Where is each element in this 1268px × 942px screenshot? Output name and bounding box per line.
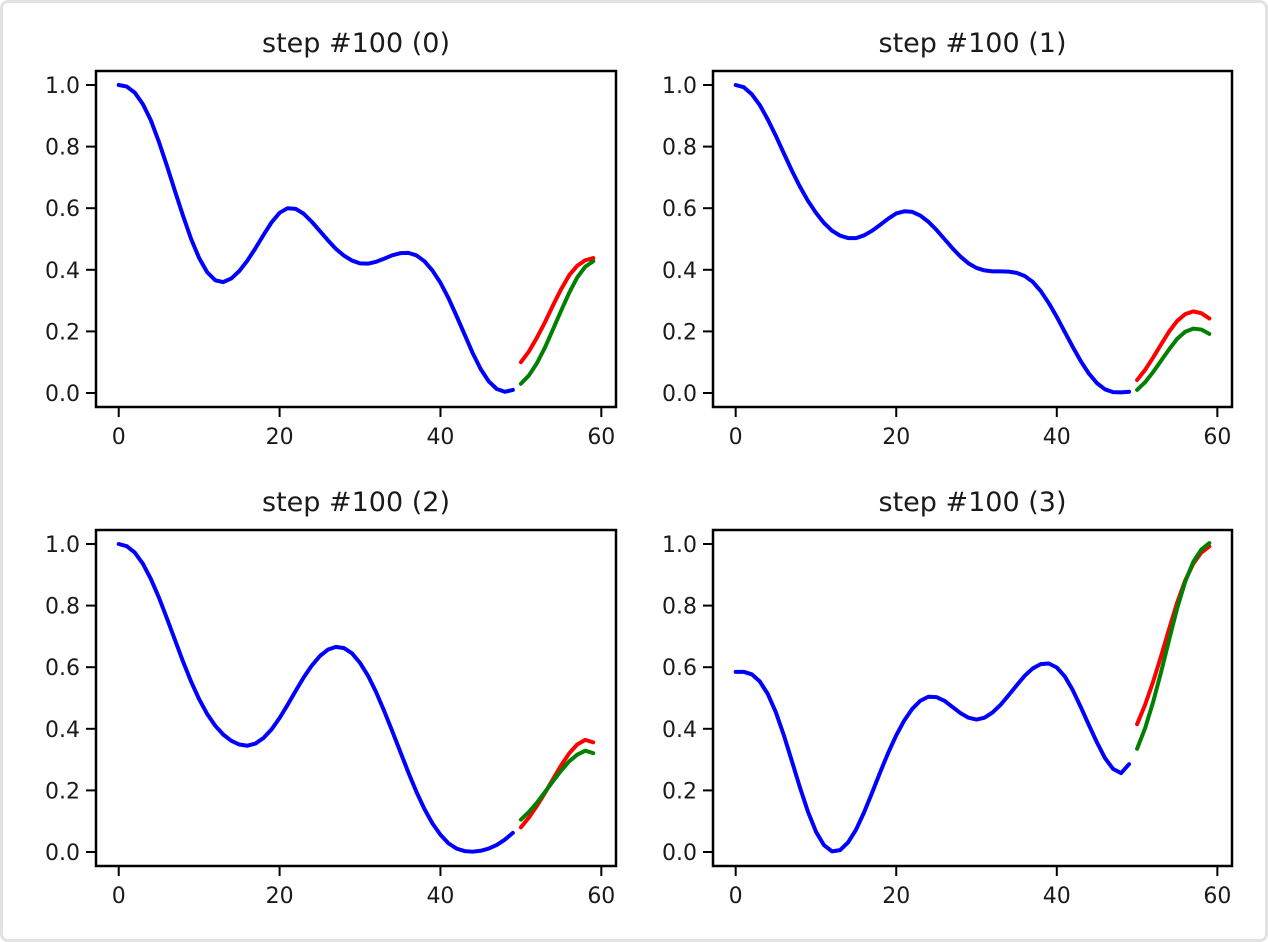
y-tick-label: 0.4	[45, 718, 80, 743]
x-tick-label: 20	[882, 884, 910, 909]
x-tick-label: 60	[1203, 425, 1231, 450]
y-tick-label: 1.0	[45, 533, 80, 558]
x-tick-label: 40	[426, 884, 454, 909]
subplot-0-axes: 0 20 40 60 0.0 0.2 0.4 0.6 0.8 1.0	[45, 69, 618, 450]
axes-frame	[711, 69, 1234, 409]
subplot-3-title: step #100 (3)	[878, 487, 1067, 518]
x-tick-label: 60	[587, 425, 615, 450]
axes-frame	[94, 69, 618, 409]
subplot-1: step #100 (1) 0 20 40 60 0.0 0.2 0.4 0.6 0.8 1.0	[634, 0, 1268, 471]
blue-series	[733, 83, 1132, 395]
y-tick-label: 0.2	[662, 320, 697, 345]
x-tick-label: 0	[112, 425, 126, 450]
x-tick-label: 20	[882, 425, 910, 450]
y-tick-label: 0.2	[662, 779, 697, 804]
subplot-2-title: step #100 (2)	[262, 487, 450, 518]
x-tick-label: 60	[587, 884, 615, 909]
subplot-1-title: step #100 (1)	[878, 28, 1067, 59]
y-tick-label: 0.0	[662, 841, 697, 866]
red-series	[1135, 309, 1212, 383]
y-tick-label: 0.2	[45, 320, 80, 345]
x-tick-label: 20	[266, 425, 294, 450]
green-series	[518, 748, 596, 822]
x-tick-label: 60	[1203, 884, 1231, 909]
red-series	[518, 256, 596, 365]
y-tick-label: 1.0	[45, 74, 80, 99]
y-tick-label: 0.2	[45, 779, 80, 804]
y-tick-label: 0.0	[662, 382, 697, 407]
blue-series	[733, 661, 1132, 854]
subplot-0: step #100 (0) 0 20 40 60 0.0 0.2 0.4 0.6 0.8 1.0	[0, 0, 634, 471]
x-tick-label: 0	[112, 884, 126, 909]
subplot-2: step #100 (2) 0 20 40 60 0.0 0.2 0.4 0.6 0.8 1.0	[0, 471, 634, 942]
x-tick-label: 40	[1043, 884, 1071, 909]
blue-series	[116, 542, 515, 854]
axes-frame	[94, 528, 618, 868]
subplot-3: step #100 (3) 0 20 40 60 0.0 0.2 0.4 0.6 0.8 1.0	[634, 471, 1268, 942]
x-tick-label: 40	[426, 425, 454, 450]
y-tick-label: 0.8	[45, 136, 80, 161]
y-tick-label: 0.4	[662, 259, 697, 284]
subplot-2-axes: 0 20 40 60 0.0 0.2 0.4 0.6 0.8 1.0	[45, 528, 618, 909]
x-tick-label: 40	[1043, 425, 1071, 450]
y-tick-label: 0.6	[45, 197, 80, 222]
y-tick-label: 0.0	[45, 382, 80, 407]
y-tick-label: 0.4	[45, 259, 80, 284]
y-tick-label: 0.8	[662, 136, 697, 161]
green-series	[1135, 541, 1212, 751]
y-tick-label: 0.6	[662, 197, 697, 222]
red-series	[1135, 544, 1212, 727]
y-tick-label: 1.0	[662, 74, 697, 99]
x-tick-label: 0	[729, 425, 743, 450]
x-tick-label: 20	[266, 884, 294, 909]
y-tick-label: 0.8	[662, 595, 697, 620]
y-tick-label: 1.0	[662, 533, 697, 558]
subplot-3-axes: 0 20 40 60 0.0 0.2 0.4 0.6 0.8 1.0	[662, 528, 1234, 909]
y-tick-label: 0.0	[45, 841, 80, 866]
blue-series	[116, 83, 515, 394]
green-series	[1135, 326, 1212, 392]
green-series	[518, 259, 596, 386]
subplot-1-axes: 0 20 40 60 0.0 0.2 0.4 0.6 0.8 1.0	[662, 69, 1234, 450]
y-tick-label: 0.8	[45, 595, 80, 620]
subplot-0-title: step #100 (0)	[262, 28, 450, 59]
y-tick-label: 0.6	[662, 656, 697, 681]
axes-frame	[711, 528, 1234, 868]
y-tick-label: 0.4	[662, 718, 697, 743]
x-tick-label: 0	[729, 884, 743, 909]
y-tick-label: 0.6	[45, 656, 80, 681]
red-series	[518, 737, 596, 830]
